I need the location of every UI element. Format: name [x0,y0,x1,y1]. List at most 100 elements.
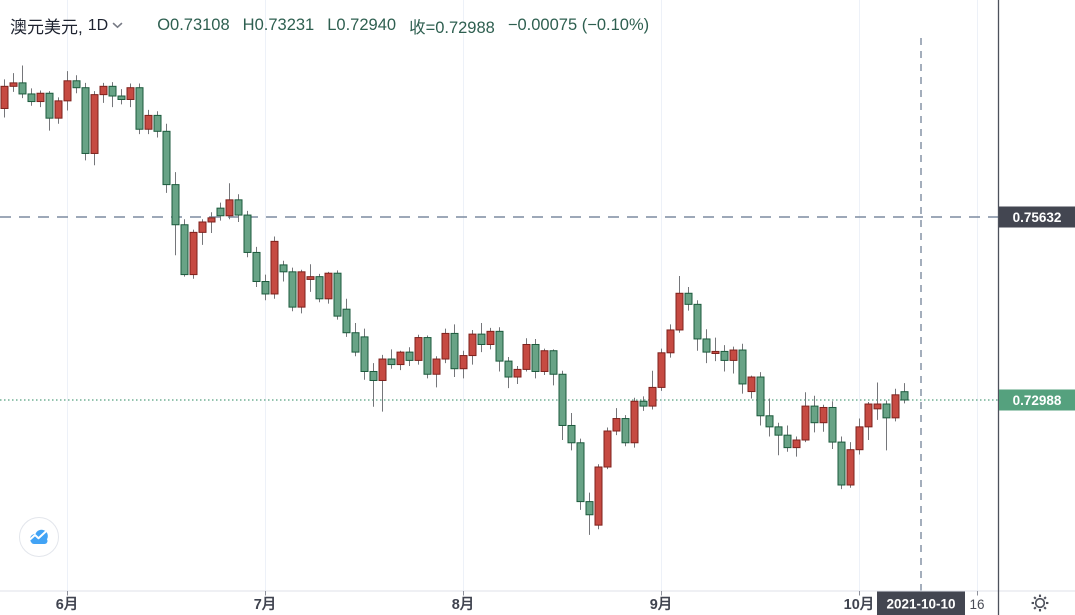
candle-2021-07-23 [405,347,414,366]
candle-2021-05-26 [27,88,36,106]
candle-2021-06-29 [243,210,252,258]
candle-2021-08-06 [495,327,504,372]
candle-2021-07-28 [432,356,441,388]
candle-2021-09-23 [801,392,810,443]
symbol-name[interactable]: 澳元美元, [10,18,83,37]
candle-2021-08-30 [639,396,648,411]
candle-2021-08-17 [558,370,567,441]
candle-2021-09-14 [738,343,747,394]
axis-settings-button[interactable] [1022,592,1058,613]
level-price-badge: 0.75632 [999,206,1075,228]
candle-2021-07-30 [450,324,459,378]
candle-2021-07-02 [270,236,279,299]
ohlc-low: L0.72940 [327,16,397,34]
candle-2021-06-02 [72,75,81,94]
candle-2021-06-17 [171,172,180,256]
candle-2021-09-07 [693,300,702,351]
candle-2021-06-14 [144,109,153,135]
time-axis-label[interactable]: 7月 [254,596,277,613]
chart-legend: 澳元美元, 1D O0.73108 H0.73231 L0.72940 收=0.… [10,13,649,38]
candle-2021-09-29 [837,436,846,490]
candle-2021-08-03 [468,329,477,365]
candle-2021-07-14 [342,298,351,337]
candle-2021-09-20 [774,422,783,456]
last-price-badge: 0.72988 [999,389,1075,411]
candle-2021-08-23 [594,464,603,530]
time-axis-label[interactable]: 9月 [650,596,673,613]
candle-2021-09-17 [765,398,774,437]
candle-2021-08-12 [531,338,540,379]
candle-2021-10-05 [873,382,882,420]
candle-2021-09-09 [711,337,720,362]
trend-cloud-icon [29,529,48,544]
svg-text:2021-10-10: 2021-10-10 [886,597,955,612]
candle-2021-06-09 [117,89,126,105]
candle-2021-07-07 [297,269,306,314]
time-axis-ticks[interactable]: 6月 7月 8月 9月 10月 16 [56,591,985,613]
candle-2021-09-03 [675,275,684,333]
candle-2021-09-22 [792,436,801,457]
candle-2021-07-15 [351,323,360,357]
candle-2021-09-21 [783,425,792,452]
candle-2021-07-01 [261,274,270,301]
candle-2021-08-20 [585,492,594,535]
candle-2021-10-07 [891,388,900,422]
candle-2021-10-04 [864,401,873,441]
candle-2021-10-06 [882,400,891,451]
candle-2021-05-31 [54,97,63,124]
candle-2021-08-26 [621,415,630,447]
ohlc-change: −0.00075 (−0.10%) [507,16,650,34]
candle-2021-09-16 [756,372,765,426]
candle-2021-08-13 [540,348,549,375]
candle-2021-08-11 [522,338,531,372]
candle-2021-06-04 [90,91,99,166]
candle-2021-08-24 [603,427,612,470]
candle-2021-07-27 [423,335,432,379]
candle-2021-06-18 [180,219,189,277]
candle-2021-07-22 [396,350,405,371]
candle-2021-08-27 [630,397,639,448]
candle-2021-06-10 [126,83,135,108]
candle-2021-07-09 [315,273,324,303]
candle-2021-07-05 [279,260,288,282]
candle-2021-08-10 [513,365,522,384]
candle-2021-07-06 [288,267,297,312]
candle-2021-06-23 [207,212,216,234]
chevron-down-icon[interactable] [112,22,123,29]
candle-2021-06-07 [99,82,108,103]
candle-2021-06-24 [216,202,225,221]
candle-2021-08-09 [504,356,513,389]
gear-icon [1031,594,1049,611]
candle-2021-06-11 [135,83,144,135]
time-axis-label[interactable]: 10月 [844,596,875,613]
svg-text:0.75632: 0.75632 [1013,210,1062,225]
candle-2021-09-13 [729,346,738,374]
candle-2021-08-31 [648,370,657,410]
interval-label[interactable]: 1D [87,16,109,34]
candle-2021-09-10 [720,345,729,372]
time-axis-label[interactable]: 8月 [452,596,475,613]
candle-2021-06-16 [162,123,171,193]
candle-2021-08-05 [486,327,495,350]
candle-2021-09-01 [657,348,666,391]
date-badge: 2021-10-10 [877,591,965,615]
candle-2021-06-08 [108,82,117,108]
candlestick-series [0,65,909,535]
candle-2021-07-20 [378,354,387,412]
candle-2021-07-19 [369,363,378,407]
candle-2021-09-15 [747,375,756,399]
ohlc-close: 收=0.72988 [409,18,495,37]
candle-2021-10-01 [855,418,864,455]
time-axis-label[interactable]: 6月 [56,596,79,613]
candle-2021-06-28 [234,194,243,222]
candle-2021-09-27 [819,404,828,432]
candle-2021-09-08 [702,329,711,364]
candle-2021-09-24 [810,395,819,433]
time-axis-label[interactable]: 16 [969,597,984,612]
candle-2021-05-25 [18,65,27,99]
candle-2021-09-28 [828,401,837,450]
candle-2021-09-06 [684,287,693,311]
provider-logo[interactable] [19,517,59,557]
candle-2021-07-21 [387,349,396,369]
